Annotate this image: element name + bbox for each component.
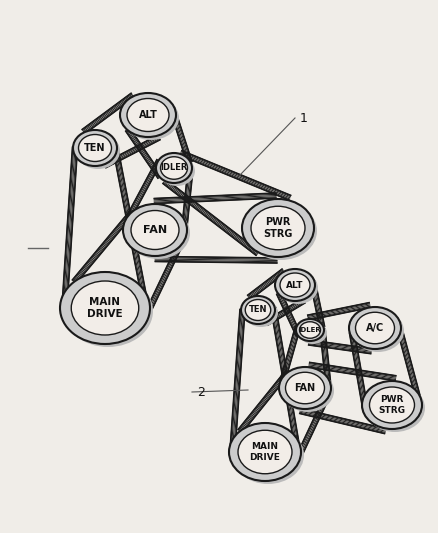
Ellipse shape: [156, 153, 192, 183]
Ellipse shape: [159, 156, 195, 186]
Text: A/C: A/C: [366, 323, 384, 333]
Text: ALT: ALT: [286, 280, 304, 289]
Ellipse shape: [60, 272, 150, 344]
Ellipse shape: [241, 296, 275, 324]
Ellipse shape: [127, 99, 169, 132]
Ellipse shape: [78, 134, 112, 161]
Text: 1: 1: [300, 111, 308, 125]
Ellipse shape: [244, 299, 278, 327]
Ellipse shape: [245, 202, 317, 260]
Text: PWR
STRG: PWR STRG: [378, 395, 406, 415]
Ellipse shape: [63, 275, 153, 347]
Ellipse shape: [126, 207, 190, 259]
Ellipse shape: [251, 206, 305, 250]
Text: FAN: FAN: [294, 383, 315, 393]
Ellipse shape: [352, 310, 404, 352]
Text: PWR
STRG: PWR STRG: [263, 217, 293, 239]
Ellipse shape: [275, 269, 315, 301]
Ellipse shape: [120, 93, 176, 137]
Ellipse shape: [278, 272, 318, 304]
Ellipse shape: [370, 387, 414, 423]
Text: MAIN
DRIVE: MAIN DRIVE: [250, 442, 280, 462]
Text: IDLER: IDLER: [160, 164, 188, 173]
Ellipse shape: [286, 372, 325, 404]
Ellipse shape: [282, 370, 334, 412]
Ellipse shape: [245, 300, 271, 320]
Text: 2: 2: [197, 385, 205, 399]
Text: ALT: ALT: [138, 110, 157, 120]
Ellipse shape: [279, 367, 331, 409]
Text: TEN: TEN: [84, 143, 106, 153]
Ellipse shape: [123, 96, 179, 140]
Ellipse shape: [160, 157, 187, 179]
Ellipse shape: [232, 426, 304, 484]
Text: FAN: FAN: [143, 225, 167, 235]
Ellipse shape: [299, 322, 327, 344]
Ellipse shape: [71, 281, 139, 335]
Ellipse shape: [296, 319, 324, 341]
Ellipse shape: [76, 133, 120, 169]
Ellipse shape: [123, 204, 187, 256]
Ellipse shape: [365, 384, 425, 432]
Ellipse shape: [238, 430, 292, 474]
Ellipse shape: [280, 273, 310, 297]
Ellipse shape: [362, 381, 422, 429]
Ellipse shape: [131, 211, 179, 249]
Text: IDLER: IDLER: [299, 327, 321, 333]
Ellipse shape: [300, 322, 321, 338]
Ellipse shape: [356, 312, 395, 344]
Ellipse shape: [349, 307, 401, 349]
Text: MAIN
DRIVE: MAIN DRIVE: [87, 297, 123, 319]
Ellipse shape: [242, 199, 314, 257]
Ellipse shape: [229, 423, 301, 481]
Ellipse shape: [73, 130, 117, 166]
Text: TEN: TEN: [249, 305, 267, 314]
